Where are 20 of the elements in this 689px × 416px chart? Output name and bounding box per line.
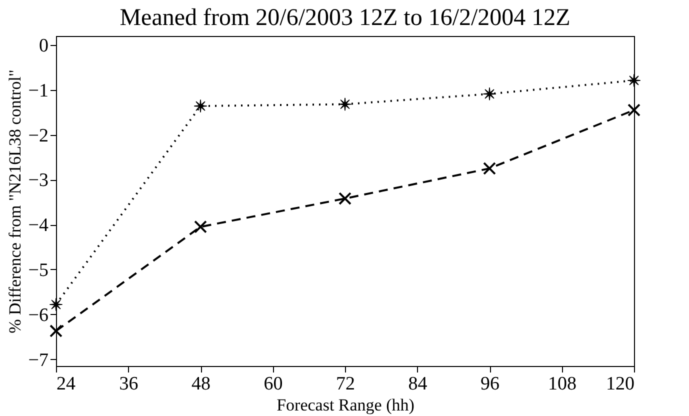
y-tick-label: −1 (28, 80, 48, 102)
x-tick-label: 48 (192, 374, 210, 394)
x-tick-label: 120 (606, 374, 634, 394)
y-tick-label: −7 (28, 350, 48, 371)
chart-title: Meaned from 20/6/2003 12Z to 16/2/2004 12Z (120, 4, 570, 31)
y-tick-label: −5 (28, 260, 48, 281)
y-axis-title: % Difference from "N216L38 control" (5, 70, 24, 334)
x-tick-label: 24 (56, 374, 76, 394)
y-tick-label: −3 (28, 170, 48, 192)
x-tick-label: 84 (408, 374, 428, 394)
x-tick-label: 60 (264, 374, 283, 394)
y-tick-label: −6 (28, 304, 48, 326)
x-tick-label: 72 (336, 374, 355, 394)
y-tick-label: −2 (28, 125, 48, 146)
x-axis-title: Forecast Range (hh) (276, 396, 414, 414)
x-tick-label: 96 (480, 374, 500, 394)
x-tick-label: 36 (119, 374, 138, 394)
y-tick-label: −4 (28, 215, 49, 236)
y-tick-label: 0 (39, 35, 48, 56)
x-tick-label: 108 (548, 374, 576, 394)
